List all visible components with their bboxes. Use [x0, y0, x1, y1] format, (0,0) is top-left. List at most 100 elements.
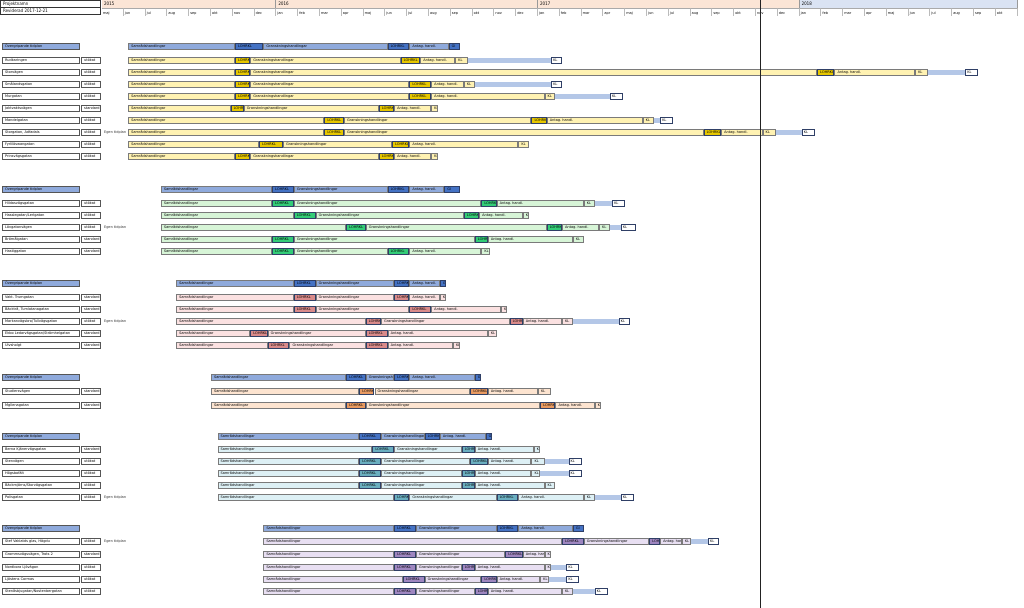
task-name: Ekbo Ledarvägsgatan/Strömhelgatan	[5, 331, 71, 335]
task-label: Storgatan, Adfadals	[2, 129, 80, 136]
phase-bar: Samrådshandlingar	[263, 538, 562, 545]
phase-bar: LOHRKL	[409, 306, 432, 313]
phase-bar: Granskningshandlingar	[415, 564, 462, 571]
task-type: standard	[84, 237, 100, 241]
phase-bar: KL	[594, 402, 602, 409]
phase-bar: LOHRKL	[703, 129, 722, 136]
phase-bar: LOHRKL	[391, 141, 410, 148]
end-marker: KL	[660, 117, 674, 124]
phase-bar: Granskningshandlingar	[381, 470, 462, 477]
task-name: Fyrlilöswangatan	[5, 142, 35, 146]
task-label: Lövgatanvägen	[2, 224, 80, 231]
phase-bar: Granskningshandlingar	[394, 446, 462, 453]
tail-bar	[474, 82, 552, 87]
phase-bar: Samrådshandlingar	[211, 374, 347, 381]
phase-bar: Antag. handl.	[409, 141, 519, 148]
phase-bar: LOHRKL	[546, 224, 562, 231]
task-label: Fyrlilöswangatan	[2, 141, 80, 148]
task-type-label: standard	[81, 402, 101, 409]
phase-bar: LOHRKL	[461, 446, 475, 453]
month-label: feb	[559, 8, 582, 16]
owner-note: Egen tidplan	[104, 130, 127, 134]
group-header-label: Övergripande tidplan	[2, 280, 80, 287]
phase-bar: LOHRKL	[324, 129, 344, 136]
phase-bar: Samrådshandlingar	[160, 200, 273, 207]
end-marker: KL	[965, 69, 979, 76]
month-label: jun	[385, 8, 408, 16]
month-label: okt	[211, 8, 233, 16]
phase-bar: Antag. handl.	[409, 248, 482, 255]
task-type-label: utökat	[81, 576, 101, 583]
year-label: 2018	[799, 0, 1018, 8]
phase-bar: LOHRKL	[540, 402, 556, 409]
month-label: okt	[734, 8, 756, 16]
phase-bar: LOHRKL	[394, 551, 416, 558]
task-name: Mgllenagatan	[5, 403, 29, 407]
task-type-label: standard	[81, 248, 101, 255]
task-type-label: utökat	[81, 224, 101, 231]
phase-bar: Samrådshandlingar	[128, 141, 259, 148]
task-label: Hildasvägsgatan	[2, 200, 80, 207]
task-name: Jaktvaktsvägen	[5, 106, 32, 110]
phase-bar: LOHRKL	[234, 43, 264, 50]
phase-bar: LOHRKL	[293, 280, 316, 287]
task-name: Övergripande tidplan	[5, 375, 43, 379]
task-type: standard	[84, 307, 100, 311]
task-type-label: utökat	[81, 588, 101, 595]
owner-note: Egen tidplan	[104, 495, 127, 499]
task-type-label: standard	[81, 330, 101, 337]
phase-bar: Granskningshandlingar	[293, 236, 475, 243]
task-label: Nordbora Ljövägan	[2, 564, 80, 571]
month-label: jan	[799, 8, 822, 16]
phase-bar: Antag. handl.	[409, 186, 445, 193]
phase-bar: LOHRKL	[394, 588, 416, 595]
year-label: 2017	[538, 0, 800, 8]
phase-bar: Samrådshandlingar	[263, 564, 395, 571]
task-label: Smålandsgatan	[2, 81, 80, 88]
task-label: Markanvägsbro/Tullvägsgatan	[2, 318, 80, 325]
phase-bar: LOHRKL	[234, 81, 251, 88]
task-type: standard	[84, 389, 100, 393]
group-header-label: Övergripande tidplan	[2, 433, 80, 440]
phase-bar: Granskningshandlingar	[315, 306, 410, 313]
phase-bar: LOHRKL	[359, 388, 375, 395]
phase-bar: Granskningshandlingar	[243, 105, 379, 112]
phase-bar: Antag. handl.	[487, 236, 573, 243]
phase-bar: Samrådshandlingar	[176, 280, 294, 287]
phase-bar: LOHRKL	[474, 236, 488, 243]
phase-bar: Granskningshandlingar	[250, 81, 410, 88]
task-type: utökat	[84, 142, 96, 146]
phase-bar: Antag. handl.	[479, 212, 523, 219]
group-header-label: Övergripande tidplan	[2, 43, 80, 50]
phase-bar: Samrådshandlingar	[217, 494, 395, 501]
phase-bar: KL	[544, 564, 552, 571]
month-label: sep	[450, 8, 473, 16]
task-type-label: utökat	[81, 81, 101, 88]
phase-bar: Granskningshandlingar	[381, 318, 510, 325]
phase-bar: LOHRKL	[394, 374, 410, 381]
phase-bar: Samrådshandlingar	[217, 470, 360, 477]
owner-note: Egen tidplan	[104, 319, 127, 323]
phase-bar: KL	[487, 330, 497, 337]
phase-bar: Granskningshandlingar	[415, 551, 506, 558]
month-label: jun	[908, 8, 931, 16]
task-type-label: utökat	[81, 69, 101, 76]
task-name: Lövgatanvägen	[5, 225, 33, 229]
phase-bar: LOHRKL	[461, 564, 475, 571]
month-label: jan	[538, 8, 560, 16]
phase-bar: LOHRKL	[359, 482, 382, 489]
phase-bar: KL	[522, 212, 530, 219]
phase-bar: LOHRKL	[481, 200, 497, 207]
phase-bar: Samrådshandlingar	[128, 129, 325, 136]
project-info-box: Projektnamn Reviderad 2017-12-21	[0, 0, 101, 15]
task-name: Högsbofält	[5, 471, 24, 475]
month-label: maj	[625, 8, 647, 16]
phase-bar: KL	[540, 576, 549, 583]
phase-bar: LOHRKL	[359, 458, 382, 465]
phase-bar: Antag. handl.	[487, 588, 562, 595]
phase-bar: Samrådshandlingar	[160, 224, 347, 231]
phase-bar: Gl	[572, 525, 584, 532]
phase-bar: LOHRKL	[470, 388, 488, 395]
phase-bar: LOHRKL	[272, 200, 294, 207]
task-type: standard	[84, 295, 100, 299]
